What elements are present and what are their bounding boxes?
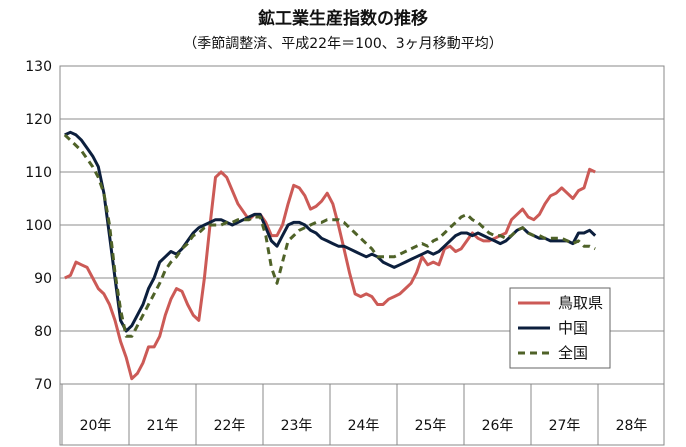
legend-label: 鳥取県 (558, 294, 603, 312)
legend-label: 全国 (558, 344, 588, 362)
x-tick-label: 24年 (348, 418, 380, 434)
x-axis: 20年 21年 22年 23年 24年 25年 26年 27年 28年 (59, 383, 665, 446)
series-line-0 (64, 167, 596, 381)
x-axis-frame (59, 383, 665, 446)
x-tick-label: 23年 (281, 418, 313, 434)
series-line-1 (64, 130, 597, 333)
legend-label: 中国 (558, 319, 588, 337)
x-tick-label: 27年 (549, 418, 581, 434)
y-tick-label: 110 (25, 165, 52, 181)
y-tick-label: 90 (34, 271, 52, 287)
x-tick-label: 20年 (80, 418, 112, 434)
y-axis: 70 80 90 100 110 120 130 (25, 59, 52, 393)
y-tick-label: 120 (25, 112, 52, 128)
x-tick-label: 28年 (616, 418, 648, 434)
y-tick-label: 70 (34, 377, 52, 393)
y-tick-label: 80 (34, 324, 52, 340)
x-tick-label: 21年 (147, 418, 179, 434)
x-tick-label: 26年 (482, 418, 514, 434)
chart-subtitle: （季節調整済、平成22年＝100、3ヶ月移動平均） (183, 35, 502, 52)
series-lines (63, 130, 597, 381)
series-line-2 (63, 133, 596, 338)
x-tick-label: 25年 (415, 418, 447, 434)
y-tick-label: 130 (25, 59, 52, 75)
y-tick-label: 100 (25, 218, 52, 234)
chart-title: 鉱工業生産指数の推移 (258, 8, 428, 29)
x-tick-label: 22年 (214, 418, 246, 434)
